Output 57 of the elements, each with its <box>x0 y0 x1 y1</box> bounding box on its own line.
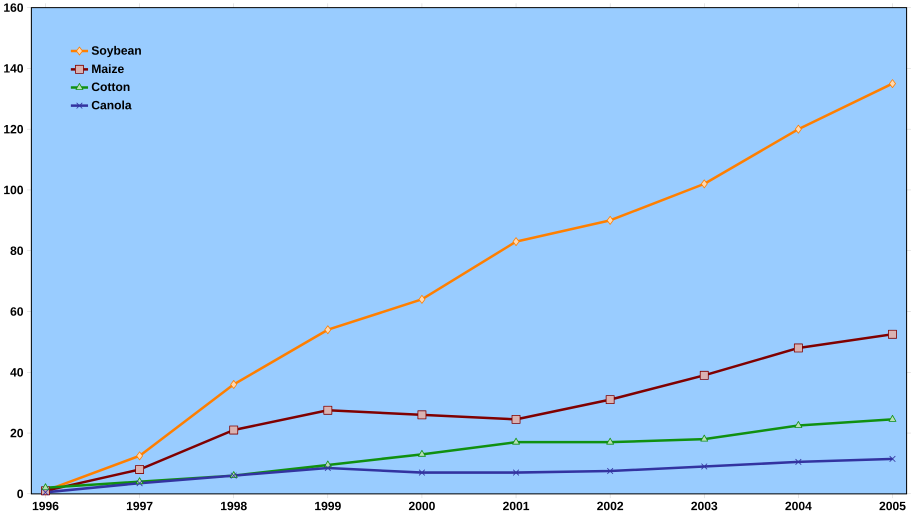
point <box>888 415 896 422</box>
point <box>136 452 144 460</box>
point <box>889 79 896 88</box>
y-tick-label: 120 <box>4 125 24 134</box>
point <box>889 456 896 462</box>
point <box>42 484 50 490</box>
point <box>418 450 426 457</box>
point <box>794 344 803 353</box>
legend-label: Cotton <box>92 82 130 92</box>
point <box>135 465 144 474</box>
point <box>323 406 332 415</box>
point <box>512 438 520 445</box>
point <box>700 371 709 380</box>
point <box>794 124 802 134</box>
point <box>795 458 802 466</box>
point <box>230 380 238 390</box>
point <box>606 468 614 474</box>
y-tick-label: 160 <box>4 4 24 12</box>
point <box>700 180 708 188</box>
point <box>701 463 708 470</box>
y-tick-label: 60 <box>10 307 24 316</box>
x-tick-label: 2002 <box>597 502 624 510</box>
point <box>512 415 520 424</box>
y-tick-label: 40 <box>10 368 24 377</box>
point <box>418 295 426 304</box>
point <box>42 489 49 496</box>
y-tick-label: 80 <box>10 246 24 256</box>
x-tick-label: 1999 <box>315 502 341 510</box>
x-tick-label: 2004 <box>785 502 812 510</box>
point <box>136 480 143 487</box>
point <box>324 325 332 334</box>
x-tick-label: 1996 <box>32 502 58 510</box>
point <box>606 438 614 445</box>
point <box>606 395 615 404</box>
x-tick-label: 2005 <box>879 502 906 510</box>
x-tick-label: 2003 <box>691 502 718 510</box>
x-tick-label: 1998 <box>221 502 247 510</box>
point <box>700 434 708 442</box>
point <box>794 421 802 428</box>
y-tick-label: 100 <box>4 186 24 194</box>
legend-label: Canola <box>92 100 132 110</box>
y-tick-label: 20 <box>10 428 24 438</box>
point <box>512 237 520 246</box>
point <box>888 330 897 339</box>
y-tick-label: 140 <box>4 64 24 73</box>
point <box>418 410 426 420</box>
legend-label: Maize <box>92 64 124 74</box>
point <box>418 469 426 476</box>
point <box>229 426 238 435</box>
x-tick-label: 2000 <box>408 502 435 510</box>
x-tick-label: 1997 <box>126 502 152 510</box>
legend-label: Soybean <box>92 46 141 58</box>
y-tick-label: 0 <box>17 490 24 498</box>
point <box>606 216 614 225</box>
point <box>324 464 332 472</box>
x-tick-label: 2001 <box>503 502 530 510</box>
point <box>512 469 520 476</box>
